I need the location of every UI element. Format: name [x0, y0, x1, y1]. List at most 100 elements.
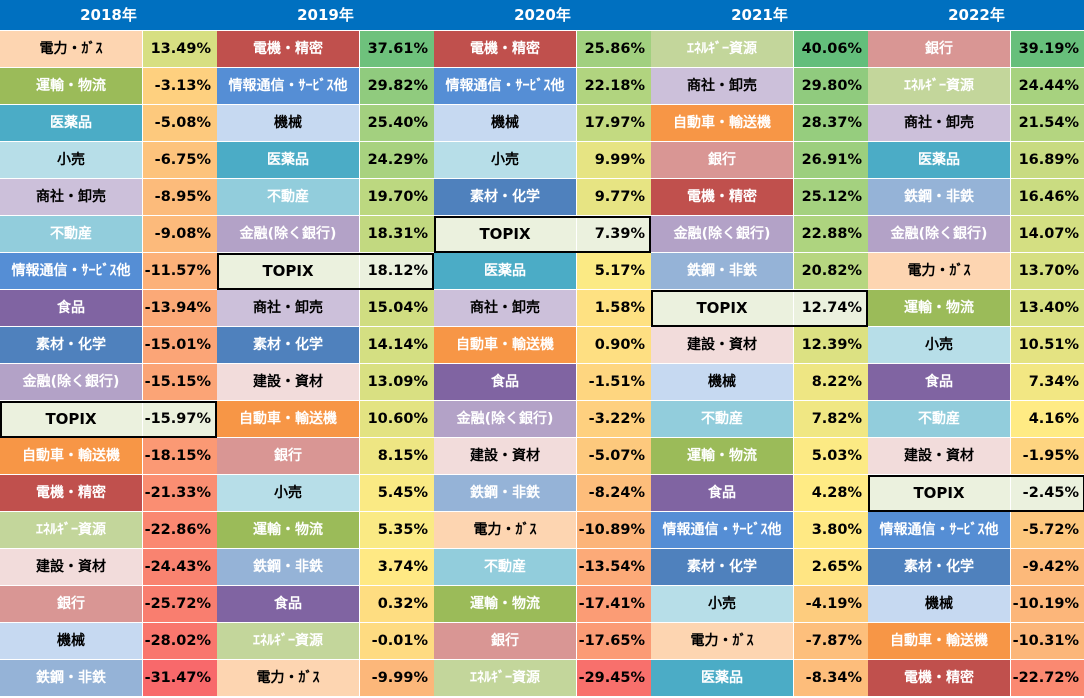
return-value-cell: 3.74% — [360, 549, 434, 586]
return-value-cell: -2.45% — [1011, 475, 1084, 512]
return-value-cell: 12.74% — [794, 290, 868, 327]
sector-name-cell: 医薬品 — [217, 142, 360, 179]
sector-name-cell: 金融(除く銀行) — [868, 216, 1011, 253]
return-value-cell: -5.08% — [143, 105, 217, 142]
sector-name-cell: 不動産 — [868, 401, 1011, 438]
return-value-cell: 25.12% — [794, 179, 868, 216]
sector-name-cell: 不動産 — [434, 549, 577, 586]
return-value-cell: 5.45% — [360, 475, 434, 512]
return-value-cell: -4.19% — [794, 586, 868, 623]
return-value-cell: 18.31% — [360, 216, 434, 253]
return-value-cell: 4.28% — [794, 475, 868, 512]
return-value-cell: 1.58% — [577, 290, 651, 327]
return-value-cell: -5.07% — [577, 438, 651, 475]
sector-name-cell: 機械 — [0, 623, 143, 660]
return-value-cell: -9.08% — [143, 216, 217, 253]
return-value-cell: 28.37% — [794, 105, 868, 142]
return-value-cell: -11.57% — [143, 253, 217, 290]
sector-name-cell: 運輸・物流 — [434, 586, 577, 623]
sector-name-cell: 機械 — [217, 105, 360, 142]
return-value-cell: -10.31% — [1011, 623, 1084, 660]
sector-name-cell: 医薬品 — [434, 253, 577, 290]
return-value-cell: -24.43% — [143, 549, 217, 586]
return-value-cell: 4.16% — [1011, 401, 1084, 438]
sector-name-cell: 銀行 — [434, 623, 577, 660]
return-value-cell: 19.70% — [360, 179, 434, 216]
return-value-cell: -7.87% — [794, 623, 868, 660]
sector-name-cell: 医薬品 — [651, 660, 794, 697]
sector-name-cell: 小売 — [434, 142, 577, 179]
sector-name-cell: 素材・化学 — [217, 327, 360, 364]
return-value-cell: -22.86% — [143, 512, 217, 549]
return-value-cell: -25.72% — [143, 586, 217, 623]
return-value-cell: -3.13% — [143, 68, 217, 105]
sector-name-cell: 小売 — [0, 142, 143, 179]
return-value-cell: 22.18% — [577, 68, 651, 105]
return-value-cell: 9.77% — [577, 179, 651, 216]
return-value-cell: 3.80% — [794, 512, 868, 549]
sector-name-cell: TOPIX — [651, 290, 794, 327]
sector-name-cell: 食品 — [217, 586, 360, 623]
return-value-cell: -22.72% — [1011, 660, 1084, 697]
sector-name-cell: 鉄鋼・非鉄 — [0, 660, 143, 697]
return-value-cell: -6.75% — [143, 142, 217, 179]
sector-name-cell: 情報通信・ｻｰﾋﾞｽ他 — [868, 512, 1011, 549]
sector-name-cell: 建設・資材 — [434, 438, 577, 475]
return-value-cell: -17.41% — [577, 586, 651, 623]
sector-name-cell: TOPIX — [868, 475, 1011, 512]
return-value-cell: 37.61% — [360, 31, 434, 68]
return-value-cell: -13.54% — [577, 549, 651, 586]
year-header: 2018年 — [0, 0, 217, 30]
return-value-cell: 18.12% — [360, 253, 434, 290]
return-value-cell: -10.89% — [577, 512, 651, 549]
return-value-cell: 13.09% — [360, 364, 434, 401]
sector-name-cell: 金融(除く銀行) — [434, 401, 577, 438]
sector-name-cell: 鉄鋼・非鉄 — [434, 475, 577, 512]
return-value-cell: -9.99% — [360, 660, 434, 697]
sector-name-cell: ｴﾈﾙｷﾞｰ資源 — [434, 660, 577, 697]
return-value-cell: 40.06% — [794, 31, 868, 68]
sector-name-cell: ｴﾈﾙｷﾞｰ資源 — [651, 31, 794, 68]
sector-name-cell: 医薬品 — [868, 142, 1011, 179]
return-value-cell: 16.89% — [1011, 142, 1084, 179]
sector-name-cell: 食品 — [434, 364, 577, 401]
sector-name-cell: 電力・ｶﾞｽ — [868, 253, 1011, 290]
return-value-cell: -0.01% — [360, 623, 434, 660]
year-header: 2019年 — [217, 0, 434, 30]
return-value-cell: 22.88% — [794, 216, 868, 253]
sector-name-cell: 食品 — [868, 364, 1011, 401]
sector-name-cell: TOPIX — [434, 216, 577, 253]
sector-name-cell: 素材・化学 — [651, 549, 794, 586]
return-value-cell: 20.82% — [794, 253, 868, 290]
return-value-cell: -18.15% — [143, 438, 217, 475]
sector-name-cell: 電機・精密 — [217, 31, 360, 68]
sector-name-cell: 金融(除く銀行) — [0, 364, 143, 401]
return-value-cell: 25.40% — [360, 105, 434, 142]
return-value-cell: -17.65% — [577, 623, 651, 660]
return-value-cell: 8.22% — [794, 364, 868, 401]
return-value-cell: 15.04% — [360, 290, 434, 327]
return-value-cell: 10.51% — [1011, 327, 1084, 364]
return-value-cell: 13.70% — [1011, 253, 1084, 290]
return-value-cell: -9.42% — [1011, 549, 1084, 586]
sector-name-cell: 小売 — [868, 327, 1011, 364]
return-value-cell: 5.17% — [577, 253, 651, 290]
return-value-cell: 13.49% — [143, 31, 217, 68]
sector-name-cell: 電機・精密 — [868, 660, 1011, 697]
sector-name-cell: 電力・ｶﾞｽ — [217, 660, 360, 697]
return-value-cell: -3.22% — [577, 401, 651, 438]
return-value-cell: -1.51% — [577, 364, 651, 401]
sector-name-cell: 食品 — [0, 290, 143, 327]
return-value-cell: -10.19% — [1011, 586, 1084, 623]
sector-name-cell: 素材・化学 — [0, 327, 143, 364]
return-value-cell: 14.14% — [360, 327, 434, 364]
sector-name-cell: 不動産 — [217, 179, 360, 216]
return-value-cell: -8.34% — [794, 660, 868, 697]
sector-name-cell: 銀行 — [217, 438, 360, 475]
sector-name-cell: 金融(除く銀行) — [651, 216, 794, 253]
sector-name-cell: 食品 — [651, 475, 794, 512]
return-value-cell: 16.46% — [1011, 179, 1084, 216]
sector-name-cell: 商社・卸売 — [651, 68, 794, 105]
year-header: 2020年 — [434, 0, 651, 30]
return-value-cell: 26.91% — [794, 142, 868, 179]
